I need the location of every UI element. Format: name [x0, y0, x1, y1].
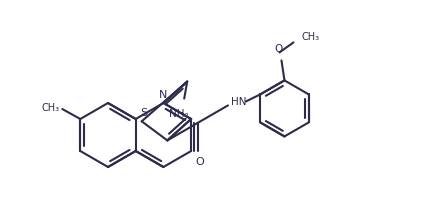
- Text: O: O: [195, 157, 204, 167]
- Text: HN: HN: [231, 97, 246, 108]
- Text: NH₂: NH₂: [169, 109, 189, 118]
- Text: CH₃: CH₃: [41, 103, 59, 113]
- Text: N: N: [159, 90, 168, 100]
- Text: O: O: [274, 44, 282, 54]
- Text: S: S: [140, 108, 147, 118]
- Text: CH₃: CH₃: [301, 32, 320, 42]
